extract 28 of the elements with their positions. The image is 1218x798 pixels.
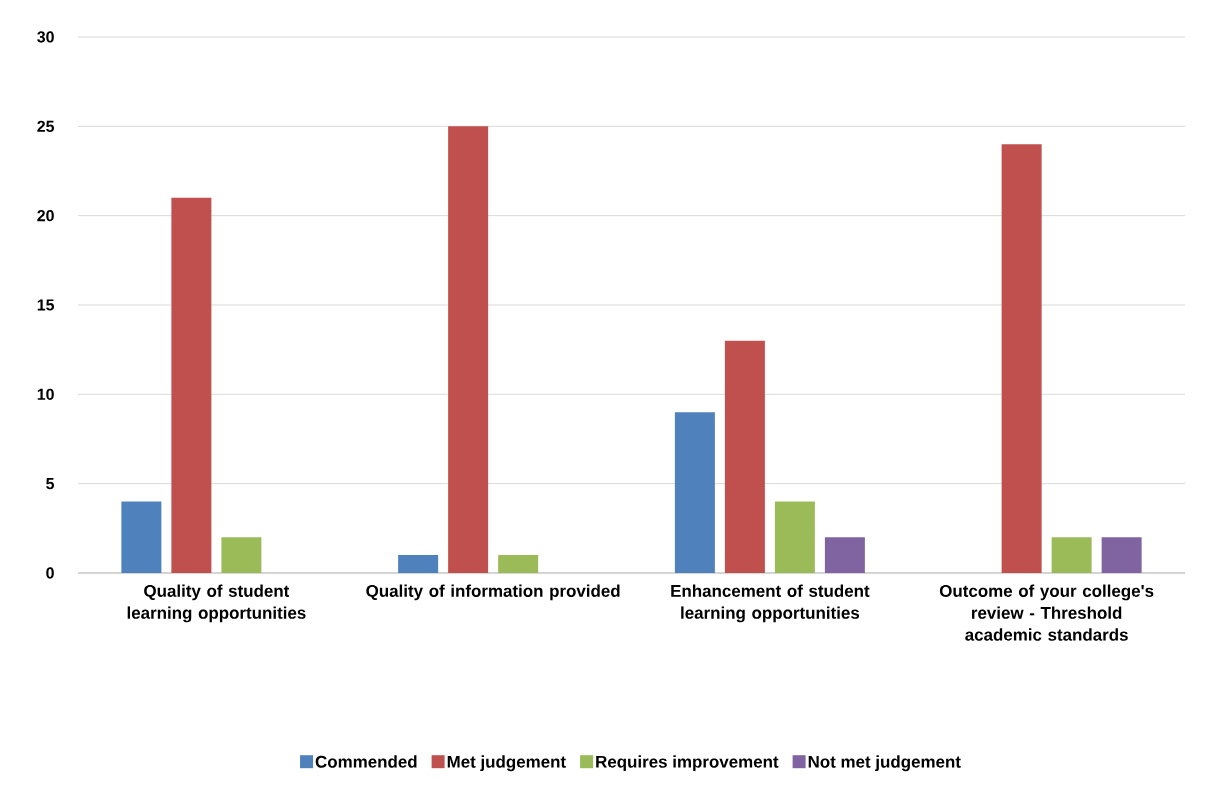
legend-label: Not met judgement — [808, 755, 961, 772]
bar — [1001, 144, 1042, 573]
bar — [171, 197, 212, 573]
bar — [724, 340, 765, 573]
bar — [498, 555, 539, 573]
bar — [448, 126, 489, 573]
y-tick-label: 10 — [37, 388, 54, 400]
y-tick-label: 0 — [46, 567, 54, 579]
bar — [674, 412, 715, 573]
x-tick-label: Quality of student learning opportunities — [127, 584, 306, 623]
x-tick-label: Enhancement of student learning opportunities — [671, 584, 870, 623]
bar — [1101, 537, 1142, 573]
bar — [121, 501, 162, 573]
y-tick-label: 15 — [37, 299, 55, 311]
y-tick-label: 5 — [46, 478, 55, 490]
x-tick-label: Outcome of your college's review - Threshold academic standards — [939, 584, 1154, 641]
legend-label: Requires improvement — [596, 755, 779, 772]
bar — [1051, 537, 1092, 573]
bar — [398, 555, 439, 573]
bar — [824, 537, 865, 573]
bar — [221, 537, 262, 573]
y-tick-label: 20 — [37, 210, 54, 222]
legend-label: Met judgement — [447, 755, 566, 772]
y-tick-label: 25 — [37, 120, 55, 132]
y-tick-label: 30 — [37, 31, 54, 43]
bar — [774, 501, 815, 573]
x-tick-label: Quality of information provided — [366, 584, 620, 601]
legend-label: Commended — [315, 755, 417, 768]
